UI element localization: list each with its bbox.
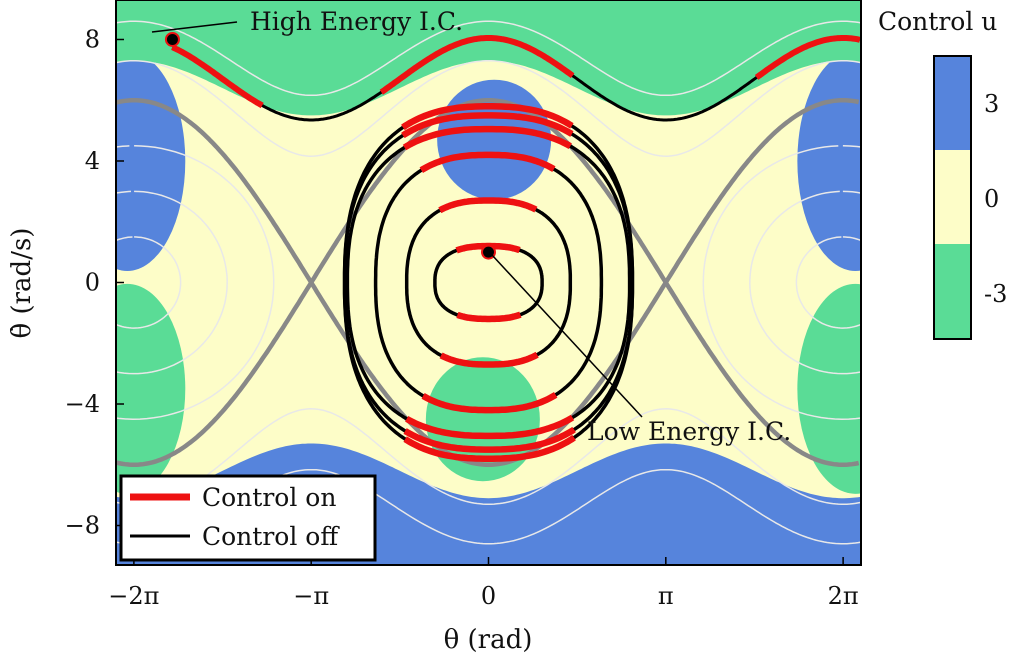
high-energy-ic-marker [164, 31, 180, 47]
legend: Control on Control off [119, 474, 377, 562]
y-tick-label-3: 4 [85, 147, 100, 175]
legend-label-control-on: Control on [202, 483, 336, 512]
contour-left-0 [116, 236, 182, 329]
separatrix-curves [116, 97, 860, 468]
low-control-on-4-0 [401, 112, 574, 139]
colorbar-frame [933, 55, 972, 340]
x-tick-label-2: 0 [481, 582, 496, 610]
colorbar-tick-neg3: -3 [984, 280, 1007, 308]
plot-area [116, 0, 861, 565]
y-tick-label-2: 0 [85, 269, 100, 297]
colorbar: Control u 3 0 -3 [878, 7, 1007, 340]
low-energy-leader-line [491, 254, 643, 418]
low-control-on-3-1 [405, 414, 575, 440]
contour-band-0-bottom [116, 408, 861, 505]
colorbar-title: Control u [878, 7, 997, 36]
region-neg-top-band [116, 0, 861, 116]
high-control-on-0 [171, 44, 264, 109]
high-control-on-1 [379, 35, 575, 95]
region-neg-left [116, 283, 186, 494]
x-axis-title: θ (rad) [444, 625, 533, 655]
low-control-on-2-0 [419, 151, 556, 173]
contour-left-2 [116, 145, 275, 420]
contour-right-1 [749, 190, 861, 375]
contour-left-1 [116, 190, 228, 375]
colorbar-tick-3: 3 [984, 90, 999, 118]
colorbar-swatch-zero [934, 150, 971, 244]
low-control-on-5-0 [401, 103, 574, 131]
colorbar-tick-0: 0 [984, 185, 999, 213]
energy-contours [116, 20, 861, 545]
legend-box [119, 474, 377, 562]
contour-band-1-top [116, 20, 861, 97]
x-tick-label-0: −2π [108, 582, 159, 610]
high-energy-ic-label: High Energy I.C. [250, 7, 463, 36]
low-control-on-5-1 [403, 434, 576, 462]
separatrix-lower [116, 97, 860, 468]
y-axis-ticks: −8 −4 0 4 8 [65, 25, 124, 540]
y-tick-label-0: −8 [65, 512, 100, 540]
region-pos-center [437, 79, 552, 200]
x-tick-label-4: 2π [828, 582, 859, 610]
x-axis-ticks: −2π −π 0 π 2π [108, 557, 859, 610]
colorbar-swatch-pos [934, 56, 971, 150]
colorbar-swatch-neg [934, 244, 971, 339]
contour-right-0 [795, 236, 861, 329]
annotations: High Energy I.C. Low Energy I.C. [151, 7, 791, 446]
separatrix-upper [116, 97, 860, 468]
y-tick-label-4: 8 [85, 25, 100, 53]
high-control-on-2 [754, 35, 861, 80]
low-control-on-1-0 [438, 197, 538, 214]
low-energy-ic-label: Low Energy I.C. [587, 417, 791, 446]
low-control-on-3-0 [402, 125, 572, 151]
high-energy-leader-line [151, 21, 238, 33]
low-control-on-2-1 [421, 392, 558, 414]
legend-label-control-off: Control off [202, 522, 340, 551]
region-neg-right [797, 283, 861, 494]
x-tick-label-1: −π [293, 582, 329, 610]
x-tick-label-3: π [658, 582, 674, 610]
low-control-on-4-1 [403, 426, 576, 453]
contour-right-2 [702, 145, 861, 420]
low-control-on-1-1 [439, 351, 539, 368]
low-control-on-0-1 [456, 311, 522, 323]
trajectories [164, 31, 861, 462]
contour-band-0-top [116, 60, 861, 157]
y-axis-title: θ̇ (rad/s) [7, 228, 37, 339]
y-tick-label-1: −4 [65, 390, 100, 418]
